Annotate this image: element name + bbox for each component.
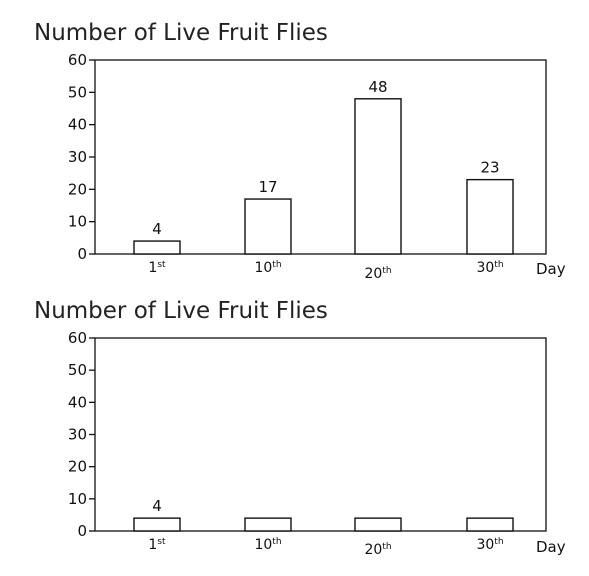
bar (133, 240, 181, 255)
chart-title: Number of Live Fruit Flies (34, 20, 328, 46)
data-label: 4 (152, 497, 162, 515)
plot-frame (94, 337, 547, 532)
y-tick-label: 50 (68, 361, 87, 379)
chart-title: Number of Live Fruit Flies (34, 298, 328, 324)
x-tick-label: 10th (254, 260, 281, 276)
x-axis-label: Day (536, 538, 566, 556)
bar (354, 517, 402, 532)
bar (244, 198, 292, 255)
chart-1: Number of Live Fruit Flies 0 10 20 30 40 50 60 4… (34, 20, 566, 282)
y-tick-label: 0 (77, 245, 87, 263)
x-tick-label: 1st (148, 537, 166, 553)
x-tick-label: 10th (254, 537, 281, 553)
x-tick-label: 20th (364, 266, 391, 282)
data-label: 4 (152, 220, 162, 238)
y-tick-label: 20 (68, 180, 87, 198)
bar (466, 178, 514, 255)
x-tick-label: 30th (476, 260, 503, 276)
y-tick-label: 40 (68, 116, 87, 134)
y-tick-label: 0 (77, 522, 87, 540)
bar (354, 98, 402, 255)
x-tick-label: 30th (476, 537, 503, 553)
bar (133, 517, 181, 532)
data-label: 23 (480, 159, 499, 177)
y-tick-label: 60 (68, 51, 87, 69)
x-axis-label: Day (536, 260, 566, 278)
y-tick-label: 20 (68, 458, 87, 476)
x-tick-label: 20th (364, 542, 391, 558)
bar (244, 517, 292, 532)
x-tick-label: 1st (148, 260, 166, 276)
chart-2: Number of Live Fruit Flies 0 10 20 30 40 50 60 4… (34, 298, 566, 558)
y-tick-label: 10 (68, 490, 87, 508)
y-tick-label: 10 (68, 213, 87, 231)
y-tick-label: 30 (68, 148, 87, 166)
data-label: 48 (368, 78, 387, 96)
y-tick-label: 30 (68, 426, 87, 444)
bar (466, 517, 514, 532)
y-tick-label: 40 (68, 393, 87, 411)
y-tick-label: 50 (68, 83, 87, 101)
y-tick-label: 60 (68, 329, 87, 347)
data-label: 17 (258, 178, 277, 196)
